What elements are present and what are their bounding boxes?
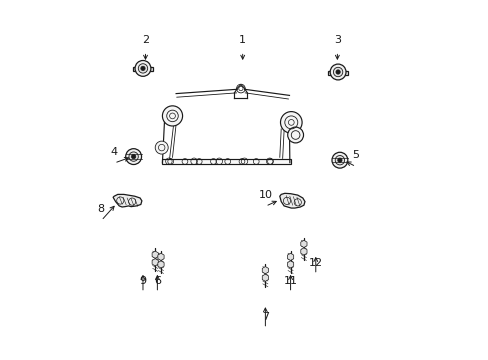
Polygon shape — [152, 251, 158, 258]
Circle shape — [280, 112, 302, 133]
Polygon shape — [158, 261, 164, 268]
Circle shape — [335, 70, 340, 74]
Circle shape — [138, 64, 147, 73]
Polygon shape — [133, 67, 153, 71]
Text: 8: 8 — [98, 204, 104, 214]
Text: 3: 3 — [333, 35, 340, 45]
Polygon shape — [300, 240, 306, 248]
Polygon shape — [158, 253, 164, 261]
Polygon shape — [279, 193, 305, 208]
Text: 6: 6 — [154, 276, 161, 286]
Circle shape — [333, 67, 342, 77]
Polygon shape — [287, 261, 293, 268]
Polygon shape — [327, 71, 347, 75]
Polygon shape — [162, 159, 290, 164]
Circle shape — [155, 141, 168, 154]
Text: 10: 10 — [258, 190, 272, 200]
Circle shape — [131, 154, 136, 159]
Circle shape — [287, 127, 303, 143]
Circle shape — [135, 60, 151, 76]
Circle shape — [329, 64, 346, 80]
Circle shape — [337, 158, 342, 162]
Text: 11: 11 — [283, 276, 297, 286]
Text: 5: 5 — [352, 150, 359, 160]
Polygon shape — [262, 266, 268, 274]
Circle shape — [129, 152, 138, 161]
Text: 7: 7 — [261, 312, 268, 322]
Text: 1: 1 — [239, 35, 245, 45]
Circle shape — [335, 156, 344, 165]
Circle shape — [125, 149, 141, 165]
Text: 4: 4 — [110, 147, 118, 157]
Polygon shape — [113, 194, 142, 207]
Circle shape — [141, 66, 145, 71]
Text: 12: 12 — [308, 258, 322, 268]
Polygon shape — [152, 258, 158, 266]
Text: 2: 2 — [142, 35, 149, 45]
Text: 9: 9 — [139, 276, 146, 286]
Circle shape — [331, 152, 347, 168]
Circle shape — [162, 106, 182, 126]
Polygon shape — [287, 253, 293, 261]
Polygon shape — [300, 248, 306, 255]
Polygon shape — [262, 274, 268, 282]
